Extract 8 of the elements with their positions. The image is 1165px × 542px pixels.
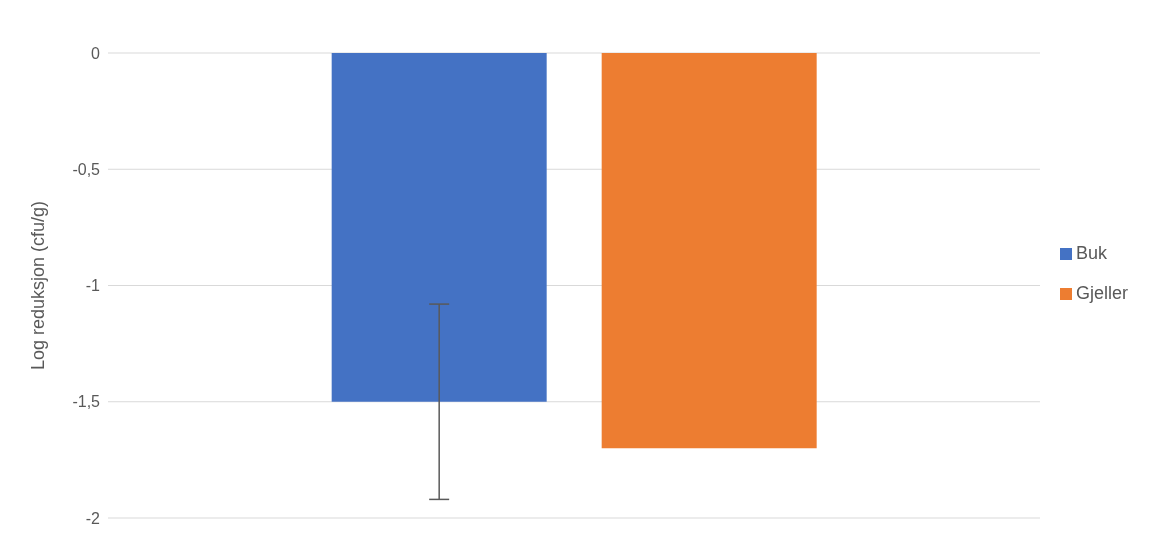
y-tick-label: -2 <box>85 509 101 527</box>
y-tick-label: -1 <box>85 277 101 295</box>
y-tick-label: 0 <box>91 44 101 62</box>
y-tick-label: -0,5 <box>72 160 101 178</box>
y-axis-title: Log reduksjon (cfu/g) <box>28 200 49 371</box>
legend-label: Buk <box>1075 243 1108 263</box>
y-tick-label: -1,5 <box>72 393 101 411</box>
legend-label: Gjeller <box>1075 283 1128 303</box>
